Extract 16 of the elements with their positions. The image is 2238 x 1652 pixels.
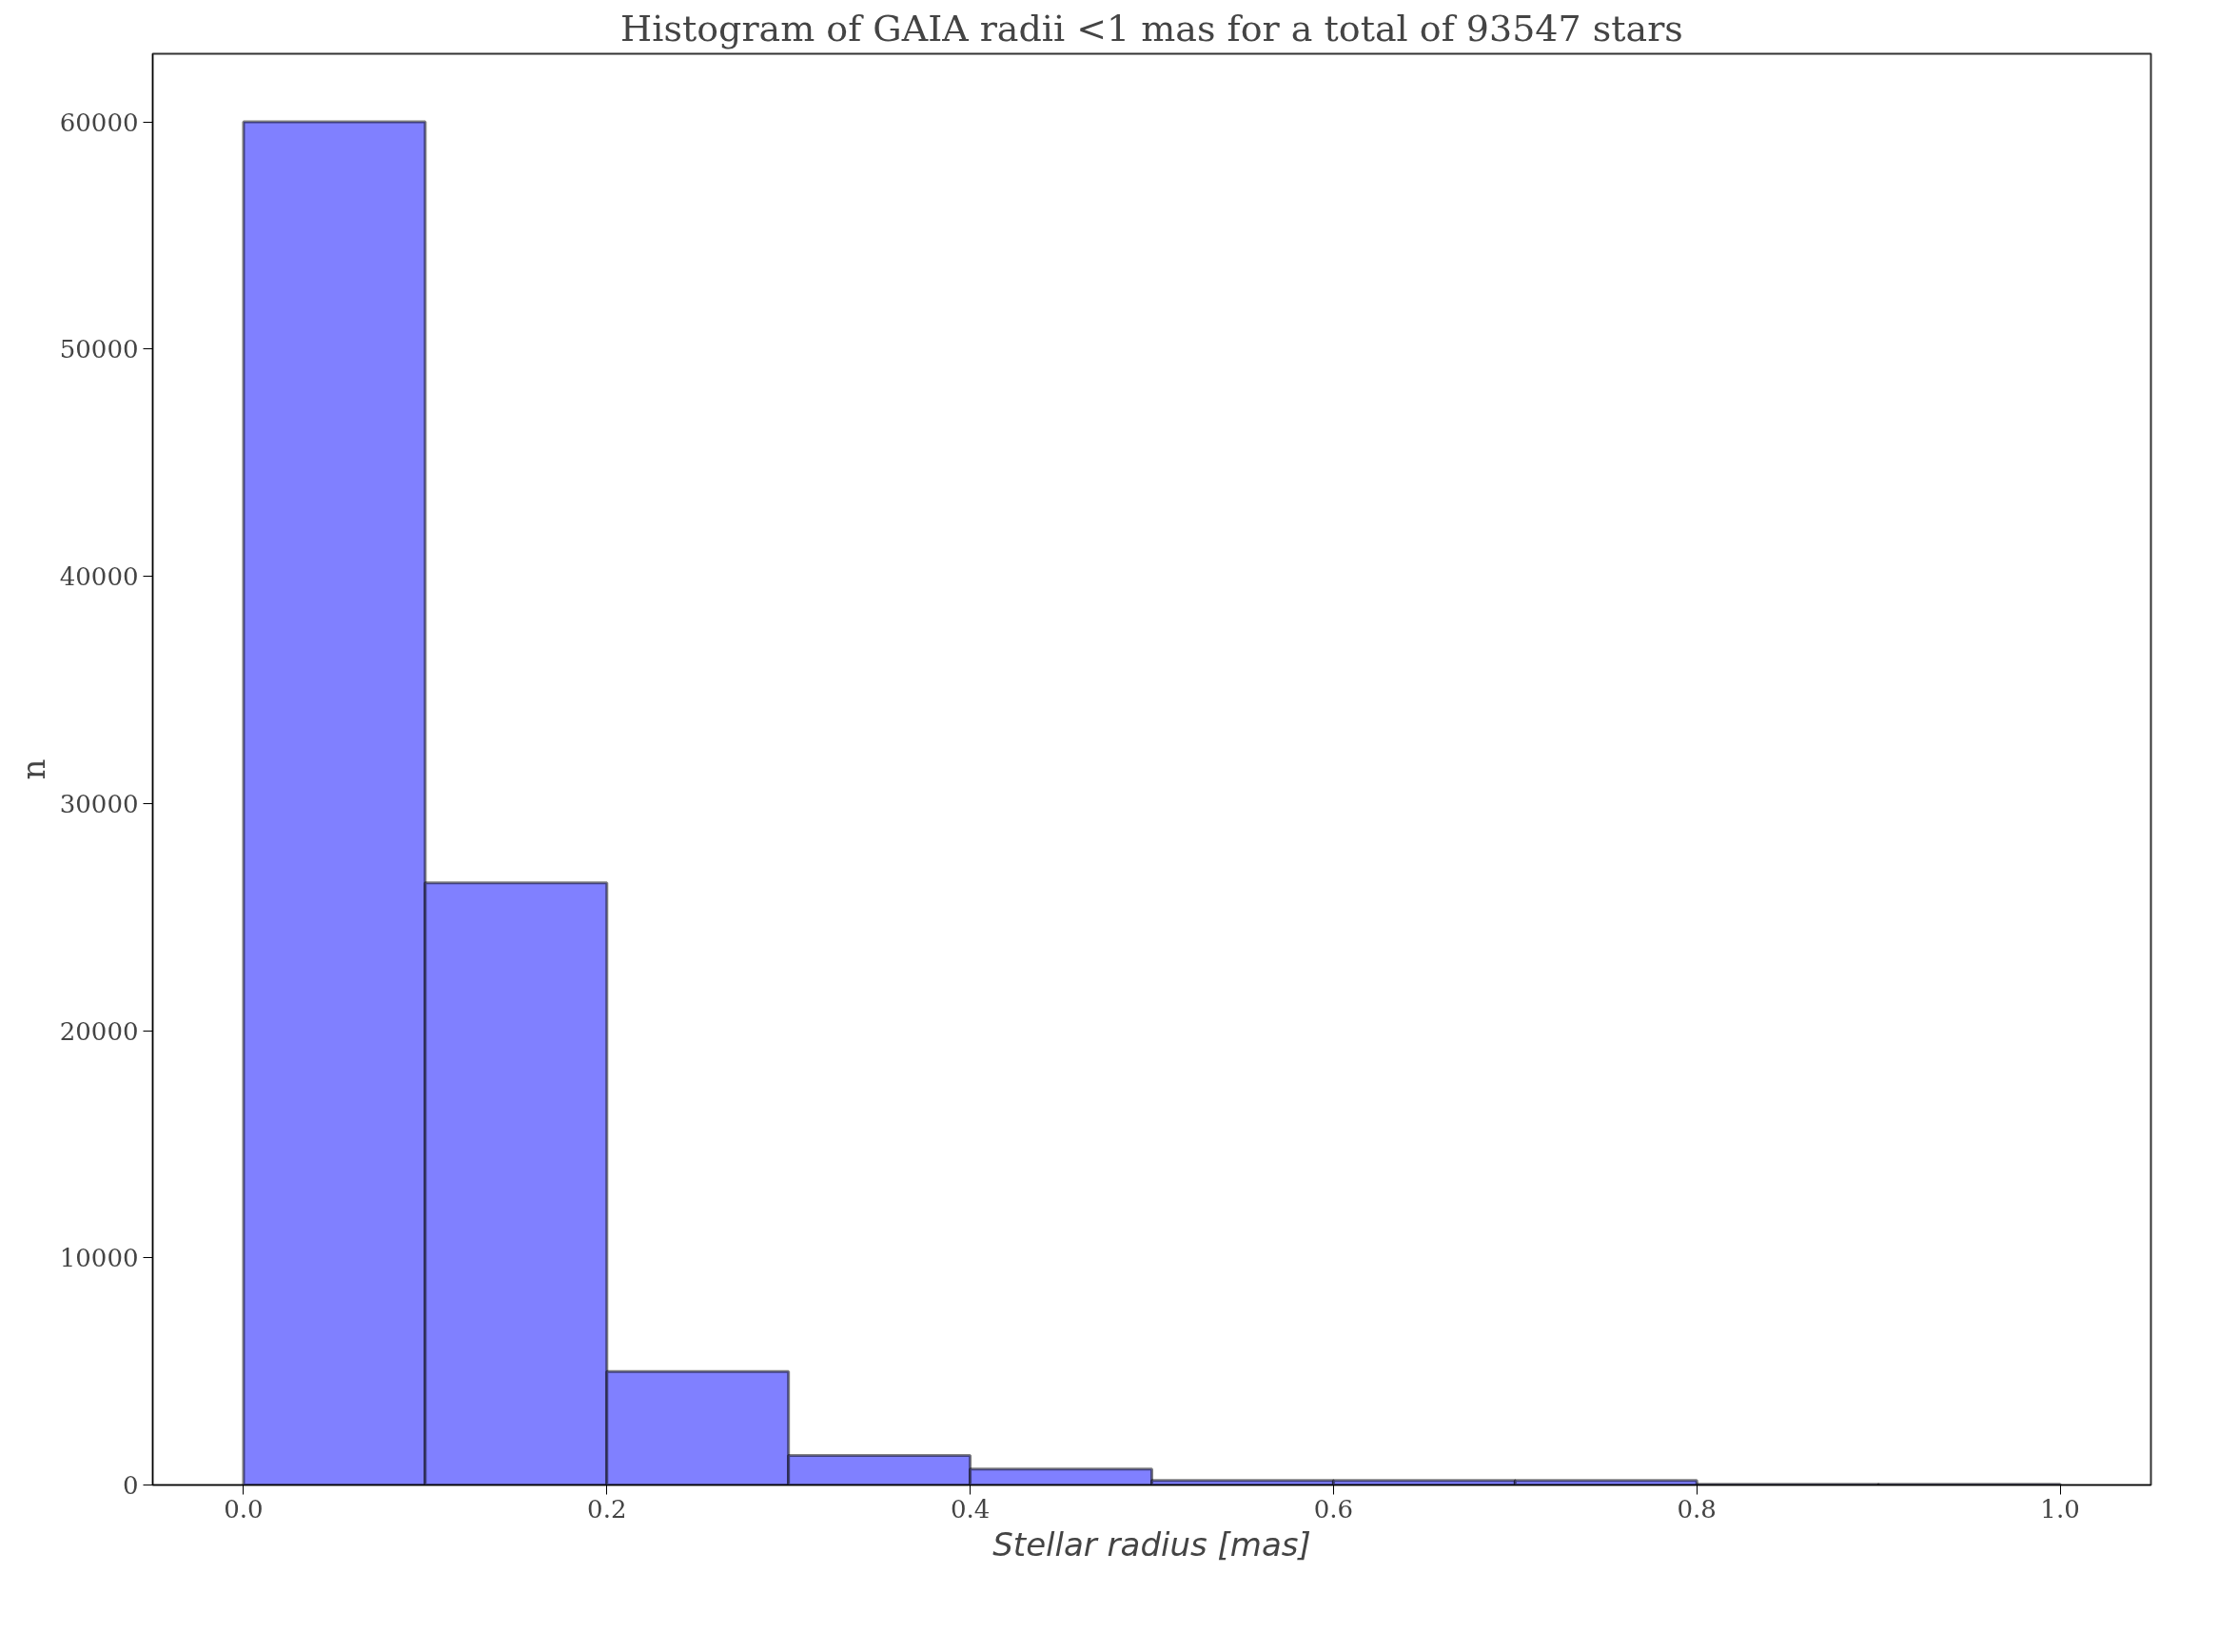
y-tick-label: 0 bbox=[122, 1471, 139, 1500]
y-tick-label: 10000 bbox=[59, 1244, 139, 1273]
y-tick-label: 50000 bbox=[59, 335, 139, 364]
y-tick-label: 20000 bbox=[59, 1016, 139, 1046]
x-tick-label: 1.0 bbox=[2040, 1494, 2080, 1524]
x-tick-label: 0.8 bbox=[1677, 1494, 1717, 1524]
y-tick-label: 60000 bbox=[59, 108, 139, 137]
chart-title: Histogram of GAIA radii <1 mas for a total of 93547 stars bbox=[620, 7, 1683, 49]
x-tick-label: 0.0 bbox=[224, 1494, 264, 1524]
x-axis-title: Stellar radius [mas] bbox=[992, 1524, 1311, 1564]
x-tick-label: 0.2 bbox=[587, 1494, 627, 1524]
x-tick-label: 0.4 bbox=[950, 1494, 991, 1524]
y-tick-label: 40000 bbox=[59, 562, 139, 592]
y-axis-title: n bbox=[13, 758, 52, 780]
x-tick-label: 0.6 bbox=[1313, 1494, 1354, 1524]
y-tick-label: 30000 bbox=[59, 789, 139, 818]
